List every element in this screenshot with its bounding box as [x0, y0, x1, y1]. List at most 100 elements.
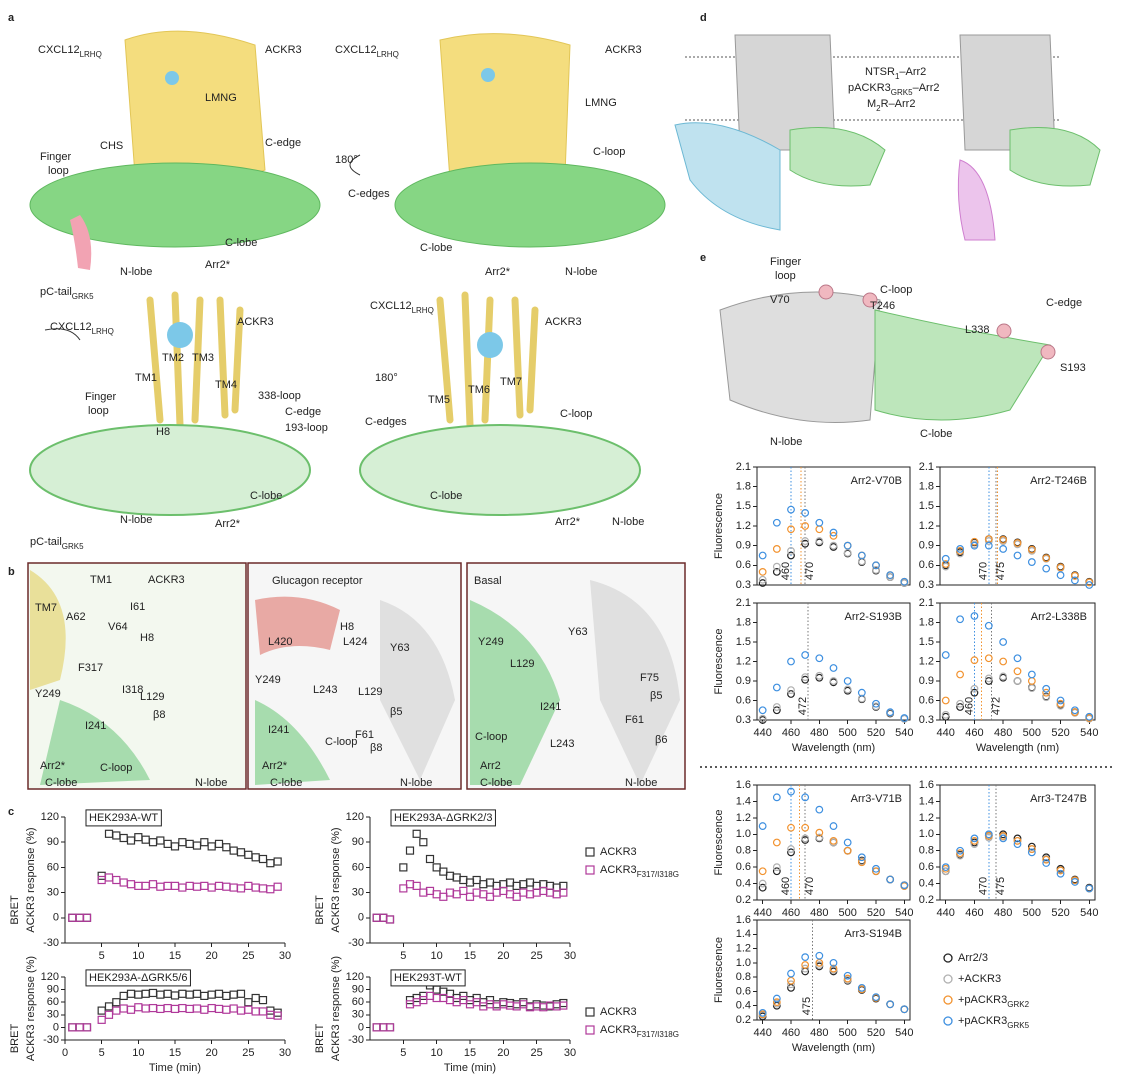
point: [970, 836, 979, 845]
arrestin-cartoon: [29, 424, 311, 516]
point: [801, 537, 810, 545]
point: [801, 651, 810, 659]
x-tick-label: 500: [838, 727, 856, 739]
point: [984, 677, 993, 685]
point: [857, 551, 866, 560]
point: [439, 892, 448, 901]
chart-title: Arr3-V71B: [851, 793, 902, 805]
legend-label: Arr2/3: [958, 952, 988, 964]
annotation: C-lobe: [250, 490, 282, 502]
x-tick-label: 30: [564, 950, 576, 962]
x-tick-label: 520: [867, 1027, 885, 1039]
x-axis-label: Time (min): [149, 1062, 201, 1074]
point: [1027, 670, 1036, 679]
point: [857, 557, 866, 566]
y-tick-label: 0.6: [919, 559, 934, 571]
point: [801, 834, 810, 843]
point: [559, 1001, 568, 1010]
point: [857, 688, 866, 697]
point: [405, 880, 415, 889]
point: [843, 677, 852, 685]
annotation: N-lobe: [770, 436, 802, 448]
point: [229, 846, 238, 855]
point: [532, 1002, 541, 1011]
point: [156, 1004, 165, 1014]
point: [479, 880, 488, 889]
y-tick-label: 1.2: [736, 655, 751, 667]
annotation: ACKR3: [148, 574, 185, 586]
point: [163, 839, 172, 848]
x-tick-label: 0: [62, 1047, 68, 1059]
y-tick-label: 120: [346, 971, 364, 983]
x-tick-label: 500: [838, 1027, 856, 1039]
annotation-part: GRK5: [72, 292, 94, 301]
point: [273, 882, 282, 891]
annotation-part: pC-tail: [30, 536, 62, 548]
point: [999, 638, 1008, 646]
arrestin-density: [29, 162, 321, 248]
x-tick-label: 540: [895, 907, 913, 919]
point: [432, 985, 441, 994]
point: [207, 1003, 216, 1013]
legend-subscript: F317/I318G: [637, 1030, 679, 1039]
y-tick-label: 1.0: [736, 957, 751, 969]
peak-label: 475: [801, 997, 813, 1015]
annotation: Finger: [85, 391, 117, 403]
point: [545, 888, 555, 897]
x-tick-label: 500: [1023, 727, 1041, 739]
point: [829, 836, 838, 845]
point: [141, 1004, 150, 1013]
point: [787, 980, 795, 989]
annotation: C-loop: [475, 731, 507, 743]
point: [505, 890, 515, 899]
y-tick-label: -30: [43, 937, 59, 949]
point: [459, 995, 468, 1005]
point: [200, 881, 209, 890]
annotation: C-loop: [593, 146, 625, 158]
annotation: NTSR1–Arr2: [865, 66, 926, 81]
y-tick-label: 30: [47, 887, 59, 899]
title-box: [390, 809, 496, 827]
y-axis-label: ACKR3 response (%): [25, 827, 37, 932]
point: [200, 1005, 209, 1014]
x-tick-label: 460: [782, 727, 800, 739]
annotation: C-lobe: [420, 242, 452, 254]
y-tick-label: 0: [53, 912, 59, 924]
point: [68, 1023, 77, 1032]
point: [372, 1023, 381, 1032]
point: [984, 541, 993, 550]
point: [984, 830, 993, 839]
panel-letter: a: [8, 12, 15, 24]
point: [126, 1005, 136, 1014]
annotation: loop: [48, 165, 69, 177]
annotation: TM5: [428, 394, 450, 406]
structure-art: [27, 30, 1112, 790]
point: [104, 873, 114, 882]
ackr3-helices: [146, 291, 539, 429]
annotation: H8: [140, 632, 154, 644]
x-tick-label: 15: [464, 1047, 476, 1059]
point: [445, 888, 455, 897]
annotation: S193: [1060, 362, 1086, 374]
y-tick-label: 0: [53, 1021, 59, 1033]
annotation: C-edge: [1046, 297, 1082, 309]
annotation-part: 2: [876, 104, 881, 113]
x-tick-label: 540: [1080, 727, 1098, 739]
point: [82, 1023, 92, 1032]
y-tick-label: -30: [348, 1034, 364, 1046]
peak-label: 460: [780, 562, 792, 580]
x-tick-label: 15: [464, 950, 476, 962]
annotation: TM1: [135, 372, 157, 384]
annotation: Y63: [390, 642, 410, 654]
nlobe-ribbon: [590, 580, 680, 785]
annotation: L338: [965, 324, 989, 336]
arrestin-ribbon: [470, 600, 560, 785]
x-tick-label: 520: [867, 907, 885, 919]
legend-marker: [943, 974, 953, 984]
y-tick-label: 2.1: [736, 597, 751, 609]
x-axis-label: Wavelength (nm): [792, 742, 875, 754]
legend-name: ACKR3: [600, 1024, 637, 1036]
point: [1085, 578, 1094, 587]
x-tick-label: 500: [838, 907, 856, 919]
y-axis-label: BRET: [314, 895, 326, 925]
